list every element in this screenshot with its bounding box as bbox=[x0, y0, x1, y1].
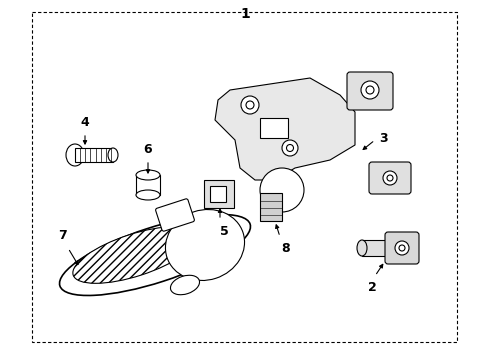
Bar bbox=[136, 175, 160, 195]
FancyBboxPatch shape bbox=[347, 72, 393, 110]
Text: 1: 1 bbox=[240, 7, 250, 21]
Circle shape bbox=[287, 144, 294, 152]
Circle shape bbox=[282, 140, 298, 156]
Circle shape bbox=[361, 81, 379, 99]
FancyBboxPatch shape bbox=[385, 232, 419, 264]
Ellipse shape bbox=[171, 275, 199, 295]
Text: 5: 5 bbox=[220, 225, 228, 238]
Circle shape bbox=[399, 245, 405, 251]
Ellipse shape bbox=[166, 210, 245, 280]
Ellipse shape bbox=[108, 148, 118, 162]
Ellipse shape bbox=[136, 170, 160, 180]
Text: 2: 2 bbox=[368, 281, 376, 294]
FancyBboxPatch shape bbox=[156, 199, 195, 231]
Circle shape bbox=[366, 86, 374, 94]
FancyBboxPatch shape bbox=[369, 162, 411, 194]
Circle shape bbox=[387, 175, 393, 181]
Circle shape bbox=[383, 171, 397, 185]
Bar bbox=[362, 240, 390, 256]
Ellipse shape bbox=[66, 144, 84, 166]
Ellipse shape bbox=[357, 240, 367, 256]
Text: 7: 7 bbox=[58, 229, 66, 242]
Polygon shape bbox=[215, 78, 355, 180]
Text: 4: 4 bbox=[81, 116, 89, 129]
Bar bbox=[75, 148, 113, 162]
Ellipse shape bbox=[59, 215, 250, 296]
Bar bbox=[204, 180, 234, 208]
Text: 8: 8 bbox=[282, 242, 290, 255]
Text: 3: 3 bbox=[379, 131, 387, 144]
Bar bbox=[260, 193, 282, 221]
Circle shape bbox=[246, 101, 254, 109]
Bar bbox=[32, 12, 457, 342]
Ellipse shape bbox=[73, 227, 197, 283]
Circle shape bbox=[260, 168, 304, 212]
Ellipse shape bbox=[136, 190, 160, 200]
Bar bbox=[210, 186, 226, 202]
Circle shape bbox=[241, 96, 259, 114]
Text: 6: 6 bbox=[144, 143, 152, 156]
Bar bbox=[260, 118, 288, 138]
Circle shape bbox=[395, 241, 409, 255]
